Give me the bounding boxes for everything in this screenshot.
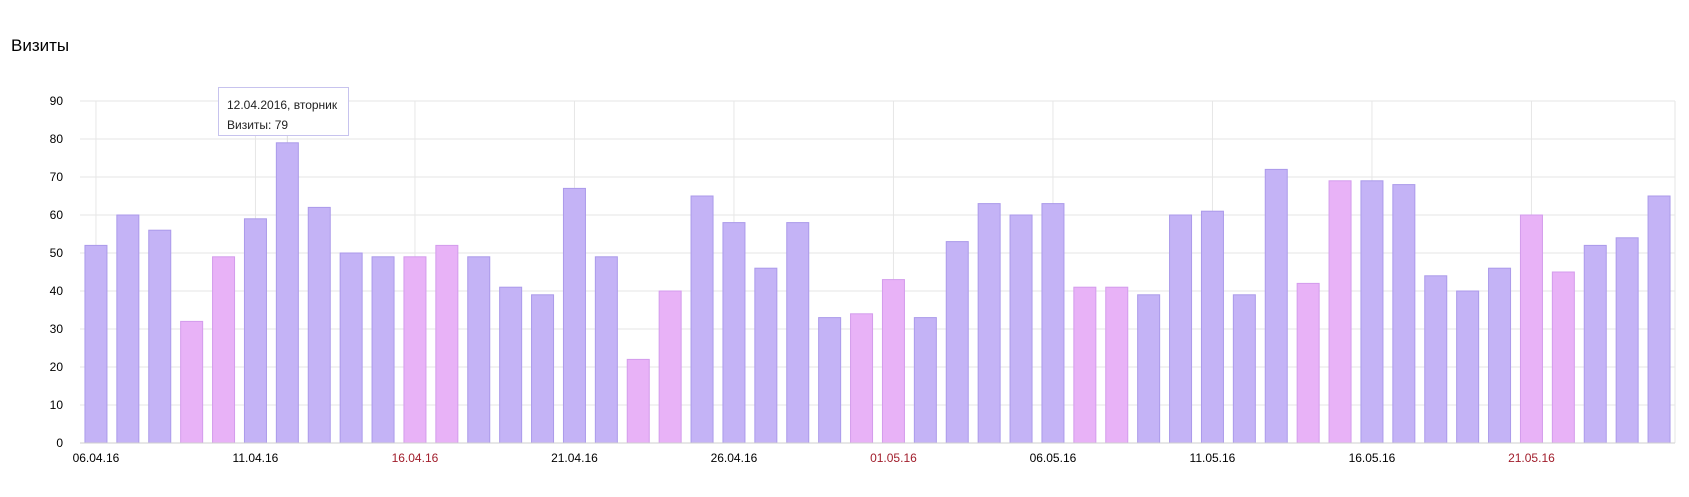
y-tick-label: 50 [50, 246, 64, 260]
bar[interactable] [339, 252, 363, 444]
bar[interactable] [1456, 290, 1480, 444]
x-axis: 06.04.16 11.04.16 16.04.16 21.04.16 26.04.16… [73, 442, 1675, 465]
bar[interactable] [1264, 168, 1288, 444]
bar[interactable] [562, 187, 586, 444]
bar[interactable] [243, 218, 267, 444]
bar[interactable] [786, 222, 810, 444]
bar[interactable] [403, 256, 427, 444]
bar[interactable] [1488, 267, 1512, 444]
x-tick-label: 11.05.16 [1190, 451, 1236, 465]
bar[interactable] [1009, 214, 1033, 444]
bar[interactable] [1392, 184, 1416, 444]
x-tick-label: 26.04.16 [711, 451, 758, 465]
y-tick-label: 80 [50, 132, 64, 146]
bar[interactable] [913, 317, 937, 444]
bar[interactable] [1647, 195, 1671, 444]
bar[interactable] [881, 279, 905, 444]
bar[interactable] [626, 358, 650, 444]
bar[interactable] [1200, 210, 1224, 444]
bar[interactable] [977, 203, 1001, 444]
y-tick-label: 40 [50, 284, 64, 298]
bar[interactable] [1615, 237, 1639, 444]
bars [84, 142, 1671, 444]
bar[interactable] [1328, 180, 1352, 444]
bar[interactable] [1551, 271, 1575, 444]
x-tick-label: 21.04.16 [551, 451, 598, 465]
bar[interactable] [371, 256, 395, 444]
bar[interactable] [850, 313, 874, 444]
bar[interactable] [180, 320, 204, 444]
y-tick-label: 70 [50, 170, 64, 184]
bar[interactable] [1073, 286, 1097, 444]
bar[interactable] [84, 244, 108, 444]
bar[interactable] [1041, 203, 1065, 444]
bar[interactable] [1583, 244, 1607, 444]
y-tick-label: 0 [56, 436, 63, 450]
x-tick-label: 21.05.16 [1508, 451, 1555, 465]
x-tick-label: 01.05.16 [870, 451, 917, 465]
bar[interactable] [818, 317, 842, 444]
y-tick-label: 30 [50, 322, 64, 336]
bar[interactable] [722, 222, 746, 444]
bar[interactable] [307, 206, 331, 444]
bar[interactable] [1232, 294, 1256, 444]
bar[interactable] [754, 267, 778, 444]
tooltip-date: 12.04.2016, вторник [227, 98, 338, 112]
y-tick-label: 90 [50, 94, 64, 108]
tooltip-value: Визиты: 79 [227, 118, 289, 132]
y-tick-label: 20 [50, 360, 64, 374]
x-tick-label: 11.04.16 [233, 451, 279, 465]
tooltip: 12.04.2016, вторник Визиты: 79 [218, 87, 349, 136]
bar[interactable] [435, 244, 459, 444]
bar[interactable] [690, 195, 714, 444]
bar[interactable] [467, 256, 491, 444]
bar[interactable] [1169, 214, 1193, 444]
x-tick-label: 16.05.16 [1349, 451, 1396, 465]
bar[interactable] [1105, 286, 1129, 444]
x-tick-label: 06.05.16 [1030, 451, 1077, 465]
bar[interactable] [531, 294, 555, 444]
bar[interactable] [1360, 180, 1384, 444]
x-tick-label: 06.04.16 [73, 451, 120, 465]
bar[interactable] [658, 290, 682, 444]
chart-title: Визиты [11, 36, 70, 55]
bar[interactable] [148, 229, 172, 444]
bar[interactable] [116, 214, 140, 444]
y-tick-label: 60 [50, 208, 64, 222]
bar[interactable] [275, 142, 299, 444]
y-tick-label: 10 [50, 398, 64, 412]
bar[interactable] [499, 286, 523, 444]
bar[interactable] [945, 241, 969, 444]
bar[interactable] [1137, 294, 1161, 444]
x-tick-label: 16.04.16 [392, 451, 439, 465]
y-axis: 0 10 20 30 40 50 60 70 80 90 [50, 94, 64, 450]
bar[interactable] [1296, 282, 1320, 444]
bar[interactable] [1424, 275, 1448, 444]
bar[interactable] [1519, 214, 1543, 444]
bar[interactable] [594, 256, 618, 444]
bar[interactable] [212, 256, 236, 444]
